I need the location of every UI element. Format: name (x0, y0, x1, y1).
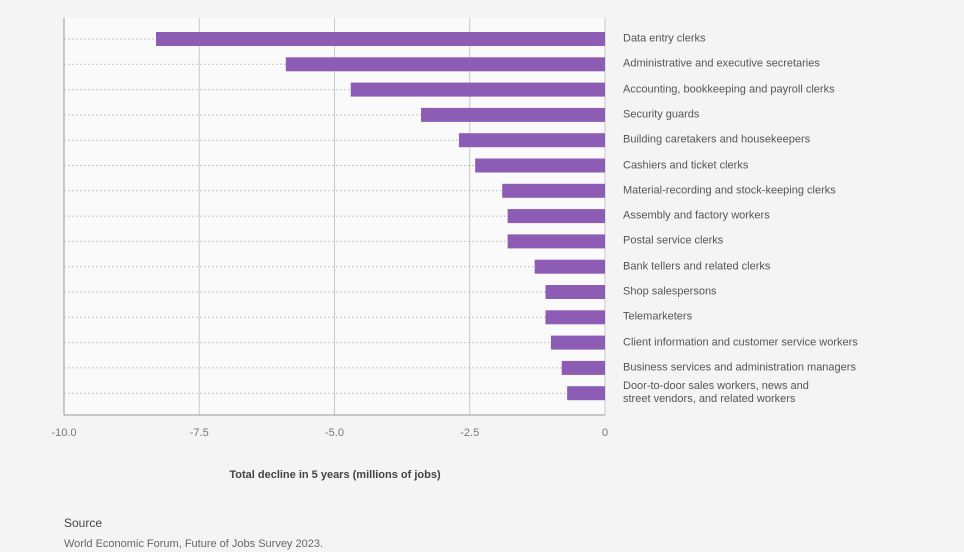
x-tick-label: -2.5 (460, 427, 480, 439)
category-label: Security guards (623, 108, 700, 121)
bar-8 (507, 234, 605, 249)
source-text: World Economic Forum, Future of Jobs Sur… (64, 538, 324, 550)
category-label: Bank tellers and related clerks (623, 260, 771, 273)
bar-1 (285, 57, 605, 72)
category-label: Shop salespersons (623, 285, 717, 298)
category-label: Material-recording and stock-keeping cle… (623, 184, 836, 197)
category-label: Business services and administration man… (623, 361, 856, 374)
bar-14 (567, 386, 605, 401)
category-label: Cashiers and ticket clerks (623, 159, 749, 171)
x-tick-label: -7.5 (189, 427, 209, 439)
source-heading: Source (64, 516, 103, 530)
category-label: Assembly and factory workers (623, 209, 770, 222)
category-label: Door-to-door sales workers, news and str… (623, 380, 809, 406)
bar-6 (502, 183, 605, 198)
bar-9 (534, 259, 605, 274)
category-label: Data entry clerks (623, 32, 706, 45)
x-tick-label: -10.0 (51, 427, 77, 439)
x-axis-label: Total decline in 5 years (millions of jo… (229, 469, 441, 481)
bar-11 (545, 310, 605, 325)
category-label: Postal service clerks (623, 234, 724, 247)
x-tick-label: 0 (601, 427, 609, 439)
bar-3 (421, 107, 605, 122)
bar-12 (550, 335, 605, 350)
bar-5 (475, 158, 605, 173)
category-label: Telemarketers (623, 310, 693, 323)
category-label: Administrative and executive secretaries (623, 57, 820, 70)
bar-7 (507, 209, 605, 224)
category-label: Building caretakers and housekeepers (623, 133, 811, 146)
x-tick-label: -5.0 (325, 427, 344, 439)
bar-13 (561, 360, 605, 375)
bar-4 (458, 133, 605, 148)
bar-10 (545, 285, 605, 299)
category-label: Accounting, bookkeeping and payroll cler… (623, 83, 835, 96)
category-label: Client information and customer service … (623, 336, 858, 349)
bar-0 (155, 32, 605, 46)
bar-2 (350, 82, 605, 97)
